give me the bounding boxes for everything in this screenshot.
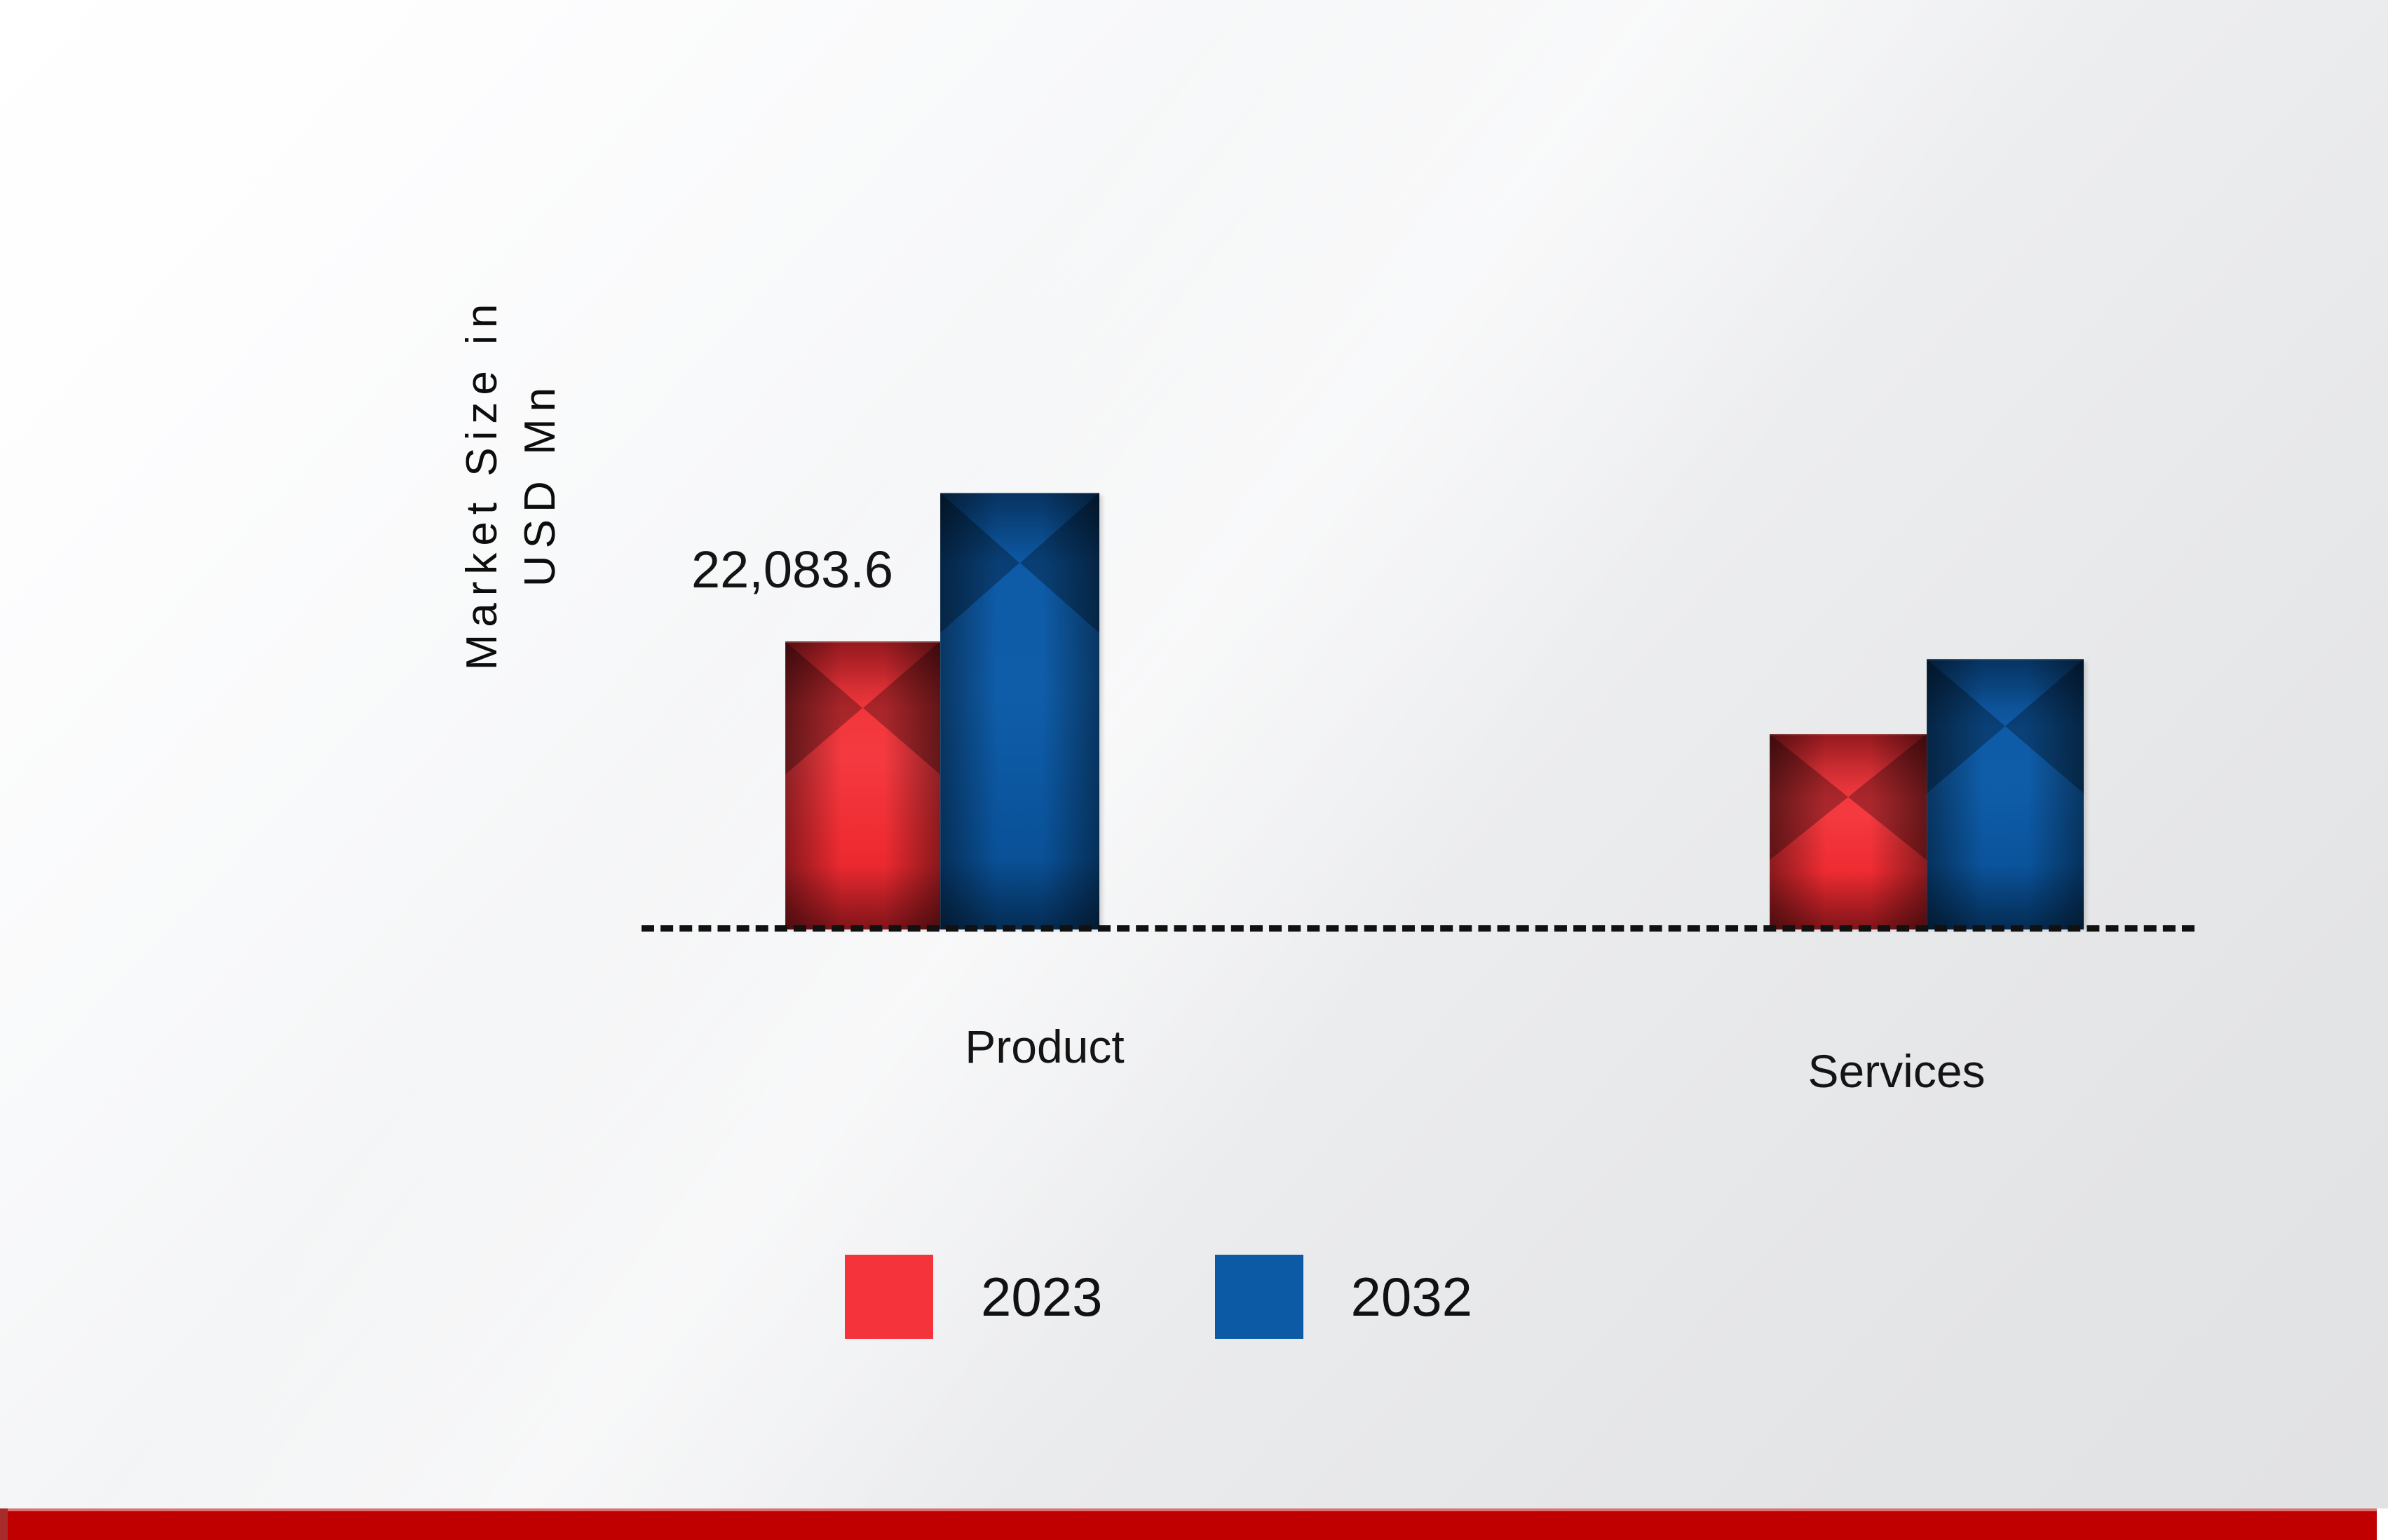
bar-bevel-corner-left (940, 493, 1019, 633)
bar-bevel-top (1770, 734, 1927, 797)
bar-bevel-top (940, 493, 1099, 563)
x-axis-label-services: Services (1807, 1045, 1986, 1097)
bottom-accent-band-left-cap (0, 1508, 8, 1540)
bar-edge-highlight (1770, 734, 1927, 929)
bottom-accent-band (0, 1508, 2377, 1540)
bar-product-2023[interactable] (785, 641, 940, 929)
y-axis-title-line2: USD Mn (516, 380, 564, 587)
bar-services-2023[interactable] (1770, 734, 1927, 929)
legend-label-2032: 2032 (1350, 1265, 1473, 1328)
y-axis-title: Market Size in USD Mn (421, 217, 603, 750)
bar-services-2032[interactable] (1927, 659, 2084, 929)
bar-edge-highlight (1927, 659, 2084, 929)
bar-bevel-corner-right (1848, 734, 1927, 860)
legend-swatch-2032-icon (1214, 1255, 1303, 1339)
bar-bevel-right (1042, 493, 1099, 929)
legend-label-2023: 2023 (981, 1265, 1103, 1328)
bar-bevel-bottom (1927, 864, 2084, 929)
bar-face (1927, 659, 2084, 929)
bar-bevel-corner-right (2005, 659, 2084, 793)
bottom-accent-band-highlight (0, 1508, 2377, 1511)
bar-bevel-right (2027, 659, 2084, 929)
bar-bevel-corner-left (1927, 659, 2005, 793)
bar-face (940, 493, 1099, 929)
bar-bevel-top (785, 641, 940, 708)
y-axis-title-line1: Market Size in (458, 297, 507, 671)
bar-face (785, 641, 940, 929)
bar-product-2032[interactable] (940, 493, 1099, 929)
bar-bevel-left (940, 493, 998, 929)
legend-item-2032[interactable]: 2032 (1214, 1255, 1473, 1339)
bar-bevel-right (884, 641, 940, 929)
bar-bevel-left (785, 641, 841, 929)
bar-bevel-bottom (785, 866, 940, 929)
legend-item-2023[interactable]: 2023 (845, 1255, 1103, 1339)
data-label-product-2023: 22,083.6 (691, 540, 894, 599)
bar-bevel-corner-left (1770, 734, 1848, 860)
bar-edge-highlight (785, 641, 940, 929)
x-axis-label-product: Product (965, 1021, 1125, 1072)
bar-bevel-corner-right (1020, 493, 1099, 633)
bar-bevel-top (1927, 659, 2084, 726)
chart-legend: 2023 2032 (845, 1255, 1472, 1339)
bar-bevel-bottom (1770, 871, 1927, 929)
bar-bevel-corner-right (863, 641, 940, 775)
bar-bevel-corner-left (785, 641, 862, 775)
x-axis-baseline (642, 925, 2194, 932)
bar-bevel-left (1927, 659, 1983, 929)
bar-bevel-left (1770, 734, 1826, 929)
legend-swatch-2023-icon (845, 1255, 933, 1339)
bar-bevel-right (1870, 734, 1927, 929)
bar-edge-highlight (940, 493, 1099, 929)
bar-bevel-bottom (940, 859, 1099, 929)
bar-face (1770, 734, 1927, 929)
